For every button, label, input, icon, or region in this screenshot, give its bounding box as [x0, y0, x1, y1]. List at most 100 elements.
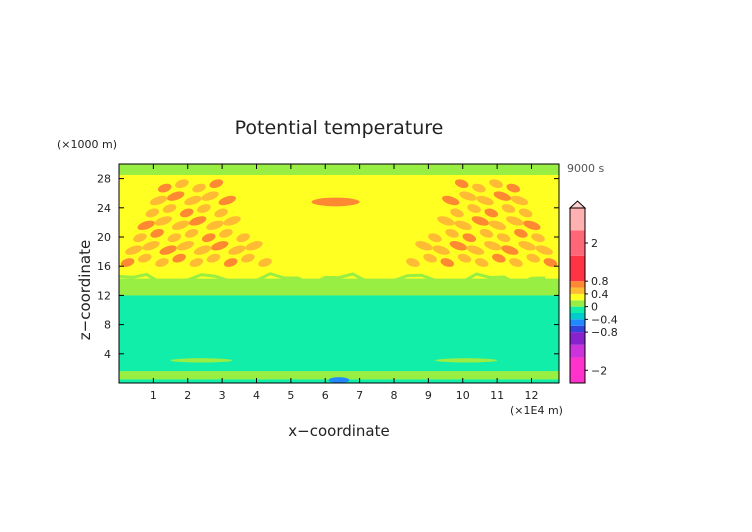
field-region: [119, 371, 559, 380]
wave-blob: [472, 183, 486, 193]
wave-blob: [211, 241, 229, 251]
wave-blob: [474, 258, 489, 267]
wave-blob: [449, 241, 467, 251]
colorbar-band: [570, 313, 585, 320]
plot-frame: [118, 163, 560, 384]
wave-blob: [506, 183, 521, 193]
colorbar-band: [570, 230, 585, 256]
wave-blob: [484, 208, 499, 218]
colorbar-band: [570, 293, 585, 301]
wave-blob: [258, 258, 272, 267]
wave-blob: [526, 253, 540, 263]
wave-blob: [236, 233, 250, 243]
wave-blob: [415, 241, 433, 251]
wave-blob: [167, 233, 182, 243]
y-tick-label: 16: [97, 260, 111, 273]
wave-blob: [488, 220, 507, 231]
wave-blob: [133, 233, 147, 243]
wave-blob: [149, 195, 168, 206]
wave-blob: [184, 228, 199, 238]
wave-blob: [197, 204, 211, 213]
wave-blob: [223, 216, 241, 226]
x-tick-label: 9: [425, 389, 432, 402]
wave-blob: [501, 245, 519, 255]
wave-blob: [157, 183, 172, 193]
x-tick-label: 7: [356, 389, 363, 402]
wave-blob: [189, 258, 204, 267]
colorbar-band: [570, 281, 585, 288]
wave-blob: [518, 208, 533, 218]
wave-blob: [150, 228, 164, 238]
x-tick-label: 10: [456, 389, 470, 402]
wave-blob: [428, 233, 442, 243]
time-label: 9000 s: [567, 162, 604, 175]
wave-blob: [454, 179, 469, 189]
colorbar-band: [570, 319, 585, 326]
colorbar-label: −0.4: [591, 313, 618, 326]
wave-blob: [471, 216, 489, 226]
wave-blob: [535, 245, 553, 255]
wave-blob: [159, 245, 177, 255]
colorbar-band: [570, 306, 585, 313]
wave-blob: [442, 195, 460, 206]
wave-blob: [476, 195, 494, 206]
wave-blob: [523, 220, 541, 231]
wave-blob: [167, 191, 185, 201]
wave-blob: [437, 216, 455, 226]
wave-blob: [201, 233, 216, 243]
field-blob: [435, 358, 498, 363]
wave-blob: [162, 204, 177, 213]
colorbar-band: [570, 208, 585, 231]
wave-blob: [543, 258, 558, 267]
y-tick-label: 20: [97, 231, 111, 244]
wave-blob: [467, 204, 481, 213]
x-unit-label: (×1E4 m): [510, 404, 563, 417]
wave-blob: [406, 258, 420, 267]
wave-blob: [241, 253, 255, 263]
wave-blob: [457, 253, 472, 263]
field-blob: [311, 197, 360, 207]
colorbar-band: [570, 325, 585, 333]
wave-blob: [445, 228, 459, 238]
wave-blob: [145, 208, 160, 218]
wave-blob: [206, 220, 224, 231]
wave-blob: [518, 241, 536, 251]
wave-blob: [496, 233, 511, 243]
x-tick-label: 3: [219, 389, 226, 402]
x-tick-label: 1: [150, 389, 157, 402]
wave-blob: [466, 245, 485, 255]
wave-blob: [201, 191, 219, 201]
x-tick-label: 2: [184, 389, 191, 402]
wave-blob: [155, 258, 169, 267]
wave-blob: [479, 228, 494, 238]
y-axis-label: z−coordinate: [76, 240, 94, 340]
colorbar-band: [570, 344, 585, 358]
colorbar-band: [570, 255, 585, 282]
wave-blob: [423, 253, 437, 263]
wave-blob: [171, 220, 190, 231]
wave-blob: [142, 241, 160, 251]
wave-blob: [454, 220, 472, 231]
field-region: [119, 278, 559, 296]
wave-blob: [501, 204, 516, 213]
wave-blob: [493, 191, 511, 201]
wave-blob: [184, 195, 202, 206]
wave-blob: [179, 208, 194, 218]
wave-blob: [192, 183, 206, 193]
wave-blob: [462, 233, 477, 243]
wave-blob: [137, 220, 155, 231]
wave-blob: [484, 241, 502, 251]
x-tick-label: 11: [490, 389, 504, 402]
y-tick-label: 8: [104, 319, 111, 332]
wave-blob: [175, 179, 189, 189]
wave-blob: [510, 195, 529, 206]
x-tick-label: 4: [253, 389, 260, 402]
wave-blob: [492, 253, 506, 263]
wave-blob: [120, 258, 135, 267]
chart-title: Potential temperature: [235, 117, 444, 139]
wave-blob: [172, 253, 186, 263]
wave-blob: [514, 228, 528, 238]
x-tick-label: 5: [287, 389, 294, 402]
wave-blob: [245, 241, 263, 251]
wave-blob: [176, 241, 194, 251]
